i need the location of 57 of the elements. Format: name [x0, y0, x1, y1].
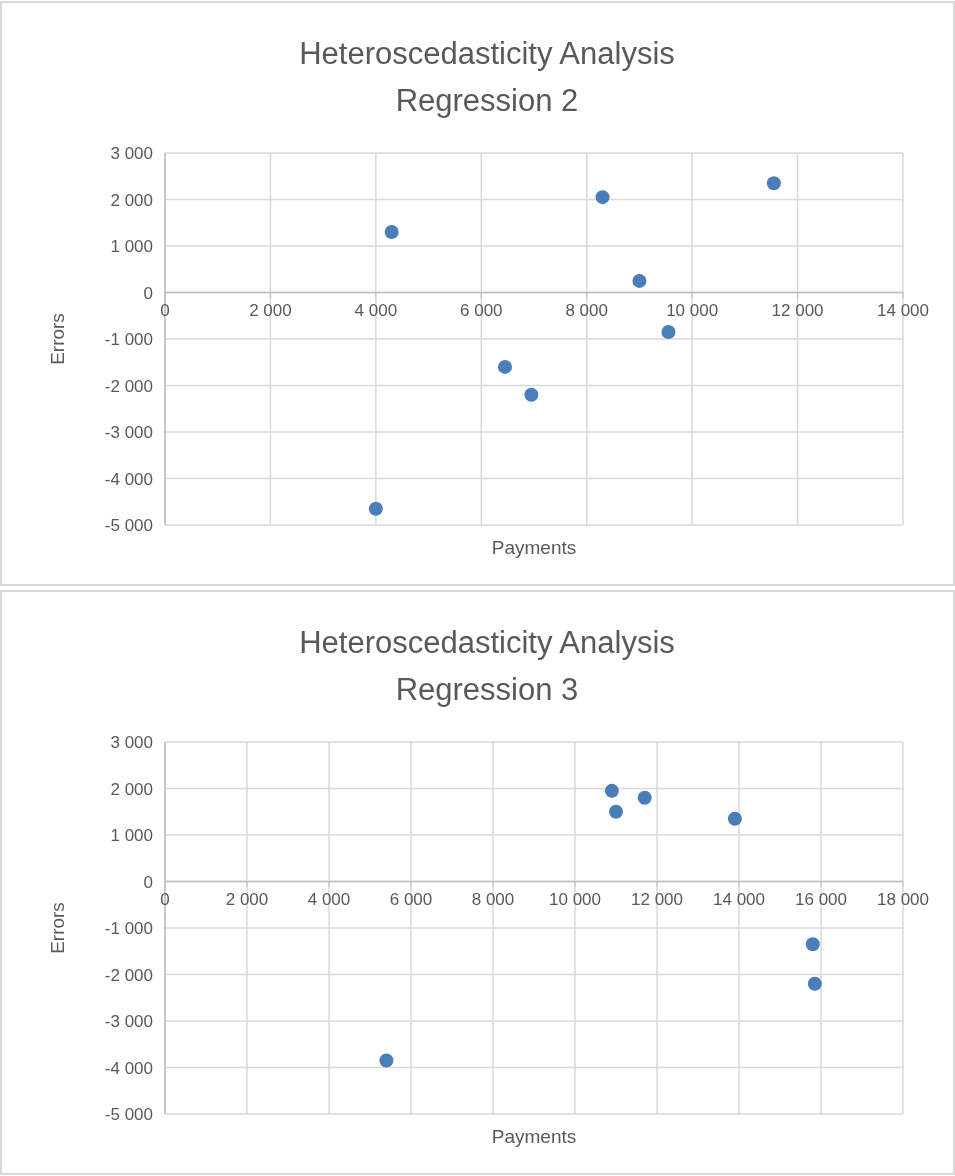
y-tick-label: 0 — [143, 283, 153, 303]
y-tick-label: -3 000 — [104, 1012, 153, 1031]
x-tick-label: 10 000 — [549, 889, 601, 909]
y-tick-label: -5 000 — [104, 1105, 153, 1124]
y-tick-label: 3 000 — [110, 144, 153, 163]
point — [368, 501, 383, 516]
chart-title: Heteroscedasticity Analysis Regression 2 — [299, 36, 675, 118]
point — [632, 273, 647, 288]
y-tick-label: -4 000 — [104, 1058, 153, 1078]
point — [498, 359, 513, 374]
point — [637, 790, 652, 805]
x-tick-label: 2 000 — [249, 300, 292, 320]
x-tick-label: 0 — [160, 889, 170, 909]
x-tick-label: 10 000 — [666, 300, 719, 320]
y-tick-label: -5 000 — [104, 516, 153, 535]
y-tick-label: 2 000 — [110, 779, 153, 799]
point — [766, 176, 781, 191]
y-tick-label: -1 000 — [104, 919, 153, 938]
y-axis-title: Errors — [47, 313, 68, 365]
point — [807, 976, 822, 991]
x-tick-label: 16 000 — [795, 889, 847, 909]
y-tick-label: -1 000 — [104, 330, 153, 349]
x-tick-label: 14 000 — [877, 300, 929, 320]
x-tick-label: 0 — [160, 300, 170, 320]
point — [379, 1053, 394, 1068]
y-axis-title: Errors — [47, 902, 68, 954]
y-tick-label: -2 000 — [104, 965, 153, 985]
x-tick-label: 18 000 — [877, 889, 929, 909]
y-tick-label: 3 000 — [110, 733, 153, 752]
x-tick-label: 12 000 — [631, 889, 683, 909]
x-tick-label: 12 000 — [771, 300, 824, 320]
point — [604, 783, 619, 798]
x-tick-label: 8 000 — [471, 889, 515, 909]
point — [727, 811, 742, 826]
x-axis-title: Payments — [491, 1126, 577, 1147]
y-tick-label: 1 000 — [110, 826, 153, 845]
point — [609, 804, 623, 819]
y-tick-label: -3 000 — [104, 423, 153, 442]
x-tick-label: 6 000 — [460, 300, 503, 320]
x-tick-label: 4 000 — [354, 300, 398, 320]
y-tick-label: 0 — [143, 872, 153, 892]
y-tick-label: 2 000 — [110, 190, 153, 210]
y-tick-label: 1 000 — [110, 237, 153, 256]
point — [661, 325, 676, 340]
x-tick-label: 6 000 — [389, 889, 433, 909]
x-axis-title: Payments — [491, 537, 577, 558]
point — [384, 225, 399, 240]
x-tick-label: 14 000 — [713, 889, 765, 909]
y-tick-label: -2 000 — [104, 376, 153, 396]
x-tick-label: 4 000 — [307, 889, 351, 909]
x-tick-label: 8 000 — [565, 300, 608, 320]
point — [524, 387, 539, 402]
x-tick-label: 2 000 — [225, 889, 269, 909]
point — [805, 937, 820, 952]
point — [595, 190, 610, 205]
y-tick-label: -4 000 — [104, 469, 153, 489]
chart-title: Heteroscedasticity Analysis Regression 3 — [299, 625, 675, 707]
